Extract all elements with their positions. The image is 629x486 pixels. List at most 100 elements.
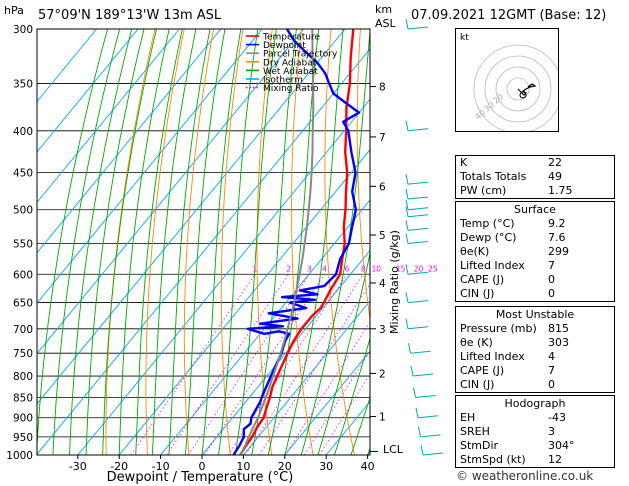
wind-barb-flag-650	[405, 292, 409, 303]
wind-barb-flag-600	[405, 264, 409, 275]
mixing-ratio-line-15	[284, 321, 370, 455]
wind-barb-flag-510	[405, 206, 409, 217]
hodograph-header: Hodograph	[504, 397, 566, 410]
wet-adiabat--8	[168, 29, 211, 455]
wet-adiabat--28	[85, 29, 145, 455]
pressure-tick-label-1000: 1000	[6, 450, 33, 462]
isotherm--20	[118, 149, 370, 455]
most-unstable-box: Most Unstable Pressure (mb) 815 θe (K) 303…	[455, 306, 615, 393]
isotherm--30	[77, 98, 370, 455]
pressure-tick-label-950: 950	[13, 432, 33, 444]
isotherm--40	[37, 48, 370, 455]
x-tick-label-10: 10	[236, 460, 250, 473]
wet-adiabat-24	[300, 29, 370, 455]
legend-label-isotherm: Isotherm	[263, 76, 303, 86]
wind-barb-850	[415, 394, 436, 398]
basic-indices-box: K 22 Totals Totals 49 PW (cm) 1.75	[455, 155, 615, 199]
mu-li-value: 4	[548, 350, 555, 363]
sreh-row: SREH 3	[456, 425, 614, 439]
surface-li-value: 7	[548, 259, 555, 272]
mixing-ratio-line-10	[259, 283, 370, 455]
mixing-ratio-line-8	[245, 274, 364, 455]
wind-barb-flag-550	[405, 233, 409, 244]
k-index-value: 22	[548, 156, 562, 169]
eh-label: EH	[460, 411, 476, 424]
wind-barb-600	[407, 271, 429, 275]
totals-totals-value: 49	[548, 170, 562, 183]
wind-barb-650	[407, 300, 429, 304]
wind-barb-flag-900	[415, 407, 419, 418]
hodograph-plot: kt 20 30 40	[460, 33, 563, 134]
surface-cape-label: CAPE (J)	[460, 273, 505, 286]
wind-barb-465	[407, 181, 429, 185]
wind-barb-flag-530	[405, 220, 409, 231]
asl-unit-label: ASL	[375, 17, 397, 30]
pressure-tick-label-400: 400	[13, 126, 33, 138]
pw-value: 1.75	[548, 184, 573, 197]
totals-totals-row: Totals Totals 49	[456, 170, 614, 184]
wind-barb-flag-400	[405, 120, 409, 131]
eh-row: EH -43	[456, 411, 614, 425]
wet-adiabat-8	[234, 29, 277, 455]
x-tick-label-40: 40	[361, 460, 375, 473]
isotherm--90	[37, 29, 180, 204]
mixing-ratio-line-4	[204, 274, 325, 455]
wind-barb-550	[407, 240, 429, 244]
pressure-tick-label-900: 900	[13, 413, 33, 425]
hodo-unit-label: kt	[460, 33, 469, 43]
mu-theta-value: 303	[548, 336, 569, 349]
surface-theta-label: θe(K)	[460, 245, 490, 258]
wet-adiabat-20	[284, 29, 344, 455]
mixing-ratio-label-1: 1	[253, 264, 258, 273]
wind-barb-flag-850	[413, 387, 416, 398]
wet-adiabat--24	[102, 29, 157, 455]
mu-pressure-value: 815	[548, 322, 569, 335]
hodo-ring-label-20: 20	[492, 92, 506, 105]
mixing-ratio-line-20	[303, 349, 370, 455]
stmdir-label: StmDir	[460, 439, 499, 452]
sreh-label: SREH	[460, 425, 490, 438]
pressure-tick-label-750: 750	[13, 348, 33, 360]
pw-label: PW (cm)	[460, 184, 507, 197]
stmdir-value: 304°	[548, 439, 575, 452]
surface-cape-value: 0	[548, 273, 555, 286]
series-temperature	[239, 29, 355, 455]
mixing-ratio-label-6: 6	[344, 264, 349, 273]
km-tick-label-1: 1	[379, 412, 386, 424]
pressure-tick-label-450: 450	[13, 167, 33, 179]
wind-barb-300	[407, 26, 429, 30]
km-tick-label-6: 6	[379, 181, 386, 193]
location-title: 57°09'N 189°13'W 13m ASL	[38, 8, 222, 23]
surface-cape-row: CAPE (J) 0	[456, 273, 614, 287]
series-dewpoint	[232, 29, 361, 455]
legend-label-parcel-trajectory: Parcel Trajectory	[263, 50, 338, 60]
k-index-row: K 22	[456, 156, 614, 170]
mixing-ratio-line-2	[166, 274, 289, 455]
hodograph-panel: kt 20 30 40	[455, 28, 563, 134]
wind-barb-485	[407, 196, 429, 200]
pressure-tick-label-600: 600	[13, 269, 33, 281]
wind-barb-510	[407, 214, 429, 218]
wind-barb-flag-485	[405, 188, 409, 200]
legend-label-wet-adiabat: Wet Adiabat	[263, 67, 318, 77]
series-parcel-trajectory	[239, 29, 315, 455]
dry-adiabat-310	[324, 29, 356, 455]
surface-li-label: Lifted Index	[460, 259, 525, 272]
totals-totals-label: Totals Totals	[460, 170, 527, 183]
km-tick-label-4: 4	[379, 278, 386, 290]
mixing-ratio-label-2: 2	[286, 264, 291, 273]
wind-barb-530	[407, 227, 429, 231]
x-tick-label-20: 20	[278, 460, 292, 473]
mu-cape-row: CAPE (J) 7	[456, 364, 614, 378]
km-tick-label-3: 3	[379, 324, 386, 336]
pressure-tick-label-550: 550	[13, 238, 33, 250]
surface-box: Surface Temp (°C) 9.2 Dewp (°C) 7.6 θe(K) 2…	[455, 201, 615, 302]
isotherm-0	[201, 249, 370, 455]
wind-barb-flag-800	[410, 365, 414, 377]
storm-motion-marker	[519, 91, 527, 99]
mixing-ratio-label-10: 10	[371, 264, 381, 273]
km-tick-label-8: 8	[379, 82, 386, 94]
mu-theta-label: θe (K)	[460, 336, 493, 349]
k-index-label: K	[460, 156, 468, 169]
